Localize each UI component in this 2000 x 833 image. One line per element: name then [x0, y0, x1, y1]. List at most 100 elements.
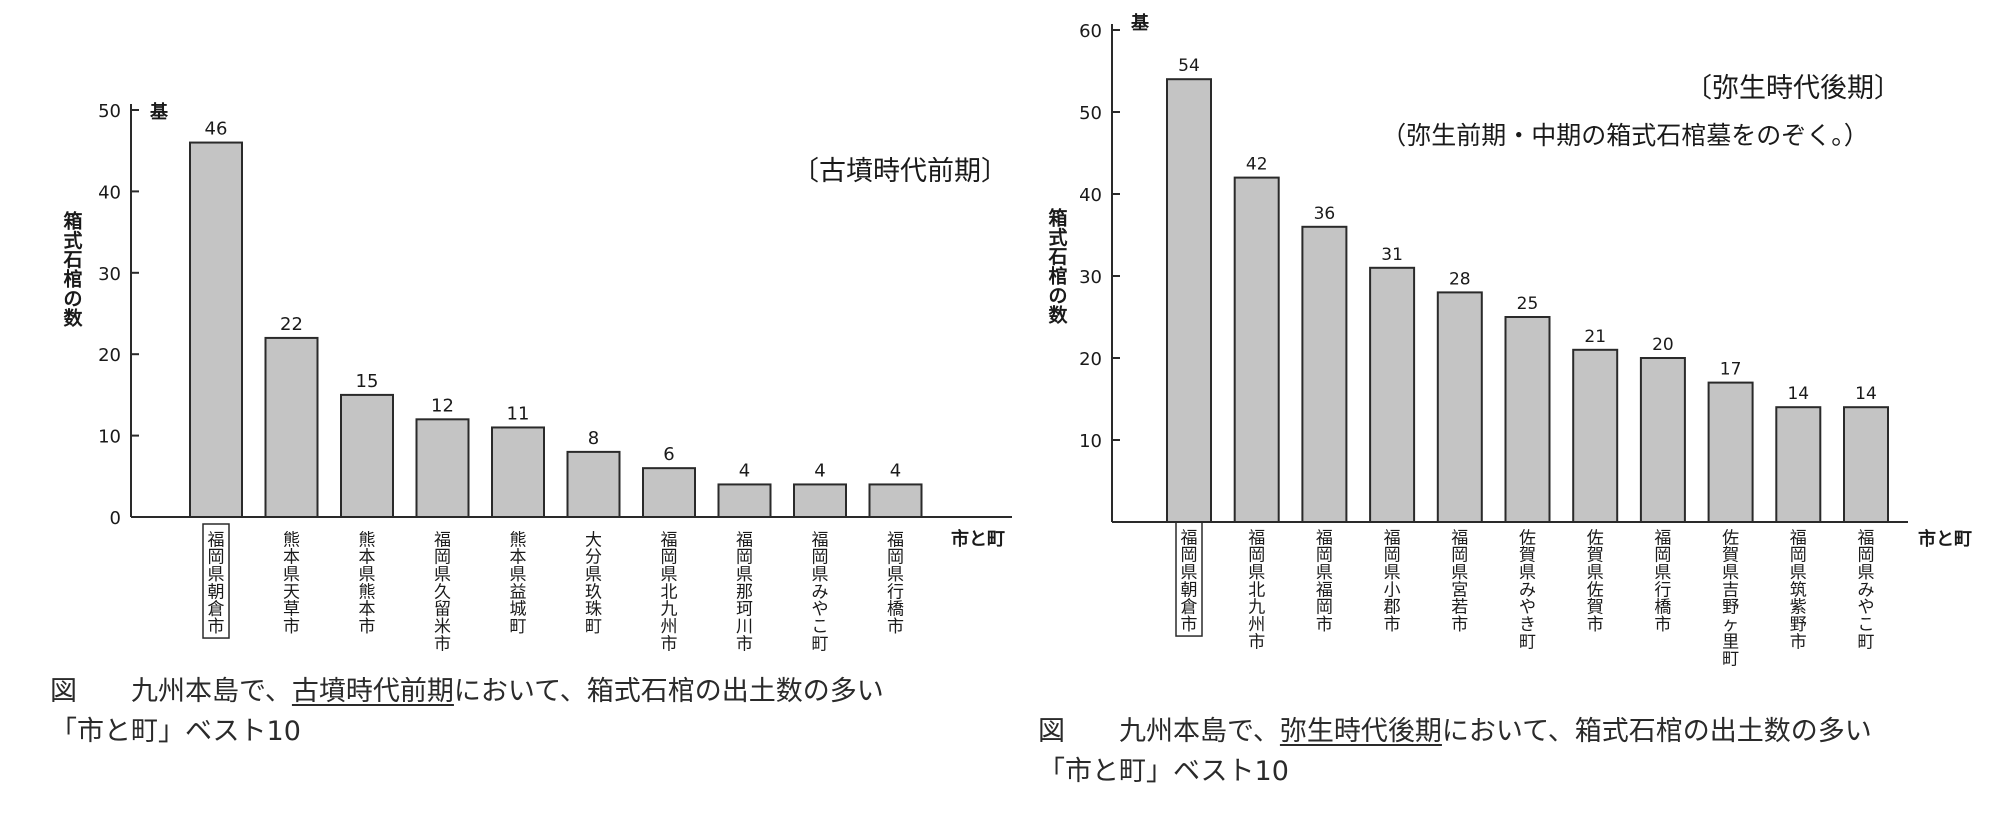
bar-value-label: 4	[890, 460, 901, 481]
svg-text:本: 本	[359, 548, 376, 568]
svg-text:里: 里	[1722, 632, 1739, 652]
chart-title: 〔弥生時代後期〕	[1685, 73, 1901, 104]
svg-text:市: 市	[661, 634, 678, 654]
caption-left: 図 九州本島で、古墳時代前期において、箱式石棺の出土数の多い 「市と町」ベスト10	[50, 672, 884, 752]
svg-text:市: 市	[1181, 615, 1198, 635]
bar	[1504, 316, 1551, 523]
bar	[264, 336, 319, 519]
chart-subtitle: （弥生前期・中期の箱式石棺墓をのぞく。）	[1381, 121, 1869, 150]
y-tick-label: 10	[98, 427, 121, 448]
svg-text:石: 石	[62, 249, 82, 271]
svg-text:県: 県	[585, 565, 602, 585]
caption-right-pre: 九州本島で、	[1119, 716, 1280, 747]
category-highlight-box	[202, 523, 230, 639]
svg-text:天: 天	[283, 582, 300, 602]
bar-value-label: 42	[1246, 155, 1268, 175]
svg-text:賀: 賀	[1722, 546, 1739, 566]
svg-text:福: 福	[1181, 528, 1198, 548]
svg-text:本: 本	[510, 548, 527, 568]
y-tick-label: 0	[110, 508, 121, 529]
svg-text:紫: 紫	[1790, 598, 1807, 618]
svg-text:岡: 岡	[1248, 546, 1265, 566]
svg-text:熊: 熊	[359, 530, 376, 550]
x-unit-label: 市と町	[951, 528, 1005, 550]
svg-text:や: や	[1519, 598, 1536, 618]
svg-text:佐: 佐	[1722, 528, 1739, 548]
caption-left-post: において、箱式石棺の出土数の多い	[453, 676, 884, 707]
svg-text:福: 福	[208, 530, 225, 550]
svg-text:橋: 橋	[887, 600, 904, 620]
svg-text:市: 市	[434, 634, 451, 654]
svg-text:岡: 岡	[812, 548, 829, 568]
svg-text:小: 小	[1384, 580, 1401, 600]
y-tick-label: 50	[1079, 103, 1102, 124]
bar-value-label: 11	[507, 403, 530, 424]
svg-text:県: 県	[661, 565, 678, 585]
svg-text:岡: 岡	[434, 548, 451, 568]
bar	[566, 450, 621, 519]
bar-value-label: 17	[1720, 360, 1742, 380]
svg-text:分: 分	[585, 548, 602, 568]
svg-text:岡: 岡	[1316, 598, 1333, 618]
svg-text:県: 県	[812, 565, 829, 585]
bar	[1369, 266, 1416, 523]
svg-text:玖: 玖	[585, 582, 602, 602]
caption-right-post: において、箱式石棺の出土数の多い	[1441, 716, 1872, 747]
svg-text:市: 市	[1451, 615, 1468, 635]
svg-text:久: 久	[434, 582, 451, 602]
svg-text:野: 野	[1722, 598, 1739, 618]
svg-text:岡: 岡	[887, 548, 904, 568]
svg-text:市: 市	[1790, 632, 1807, 652]
y-unit-label: 基	[1130, 12, 1150, 34]
svg-text:北: 北	[1248, 580, 1265, 600]
svg-text:棺: 棺	[63, 268, 82, 291]
svg-text:賀: 賀	[1587, 546, 1604, 566]
svg-text:県: 県	[1654, 563, 1671, 583]
svg-text:熊: 熊	[510, 530, 527, 550]
svg-text:岡: 岡	[1790, 546, 1807, 566]
svg-text:州: 州	[1248, 615, 1265, 635]
svg-text:棺: 棺	[1048, 265, 1067, 288]
svg-text:倉: 倉	[1181, 598, 1198, 618]
bar	[415, 418, 470, 519]
svg-text:福: 福	[1316, 580, 1333, 600]
svg-text:岡: 岡	[208, 548, 225, 568]
svg-text:橋: 橋	[1654, 598, 1671, 618]
bar	[1572, 348, 1619, 523]
svg-text:福: 福	[812, 530, 829, 550]
svg-text:市: 市	[736, 634, 753, 654]
svg-text:福: 福	[1654, 528, 1671, 548]
caption-right: 図 九州本島で、弥生時代後期において、箱式石棺の出土数の多い 「市と町」ベスト10	[1038, 712, 1872, 792]
bar-value-label: 25	[1517, 294, 1539, 314]
svg-text:福: 福	[1858, 528, 1875, 548]
svg-text:石: 石	[1047, 246, 1067, 268]
bar	[1233, 176, 1280, 523]
caption-left-line2: 「市と町」ベスト10	[50, 716, 301, 747]
svg-text:こ: こ	[812, 617, 829, 637]
chart-title: 〔古墳時代前期〕	[792, 156, 1008, 187]
bar-value-label: 15	[356, 371, 379, 392]
svg-text:北: 北	[661, 582, 678, 602]
svg-text:市: 市	[1384, 615, 1401, 635]
y-tick-label: 20	[98, 345, 121, 366]
svg-text:県: 県	[1790, 563, 1807, 583]
caption-right-line2: 「市と町」ベスト10	[1038, 756, 1289, 787]
svg-text:福: 福	[434, 530, 451, 550]
bar	[717, 483, 772, 519]
bar	[642, 467, 696, 519]
svg-text:朝: 朝	[1181, 580, 1198, 600]
bar	[1301, 225, 1348, 524]
